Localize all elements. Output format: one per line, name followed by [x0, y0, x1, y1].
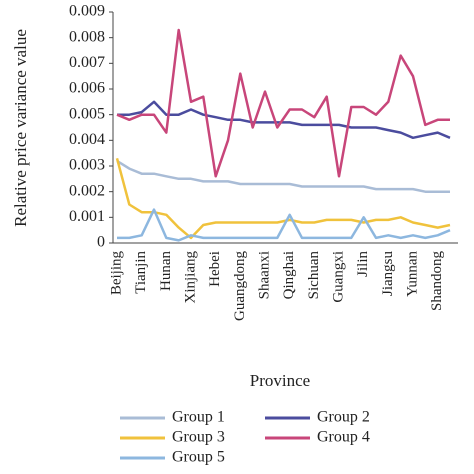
- y-tick-label: 0: [97, 234, 105, 251]
- legend-label: Group 2: [317, 409, 370, 426]
- x-tick-label: Jilin: [355, 251, 371, 277]
- y-tick-label: 0.001: [69, 208, 105, 225]
- legend-label: Group 1: [172, 409, 225, 426]
- x-tick-label: Yunnan: [404, 251, 420, 297]
- x-tick-label: Shandong: [429, 251, 445, 312]
- y-tick-label: 0.009: [69, 3, 105, 20]
- x-tick-label: Shaanxi: [256, 251, 272, 299]
- y-tick-label: 0.006: [69, 80, 105, 97]
- y-tick-label: 0.004: [69, 131, 105, 148]
- x-tick-label: Sichuan: [306, 251, 322, 300]
- y-tick-label: 0.008: [69, 28, 105, 45]
- legend-label: Group 5: [172, 449, 225, 466]
- series-line: [115, 157, 451, 240]
- series-line: [117, 100, 451, 140]
- y-tick-label: 0.005: [69, 105, 105, 122]
- x-tick-label: Guangdong: [232, 251, 248, 321]
- series-line: [116, 159, 450, 193]
- y-tick-label: 0.003: [69, 157, 105, 174]
- x-axis-title: Province: [250, 371, 310, 390]
- x-tick-label: Qinghai: [281, 251, 297, 299]
- x-tick-label: Xinjiang: [182, 251, 198, 304]
- y-tick-label: 0.007: [69, 54, 105, 71]
- x-tick-label: Beijing: [108, 251, 124, 296]
- series-line: [117, 208, 451, 242]
- x-tick-label: Jiangsu: [380, 251, 396, 297]
- series-line: [116, 28, 450, 178]
- x-tick-label: Hunan: [158, 251, 174, 291]
- x-tick-label: Guangxi: [330, 251, 346, 303]
- legend-label: Group 4: [317, 429, 370, 446]
- y-axis-title: Relative price variance value: [11, 29, 30, 227]
- x-tick-label: Tianjin: [133, 251, 149, 294]
- legend-label: Group 3: [172, 429, 225, 446]
- x-tick-label: Hebei: [207, 251, 223, 287]
- y-tick-label: 0.002: [69, 182, 105, 199]
